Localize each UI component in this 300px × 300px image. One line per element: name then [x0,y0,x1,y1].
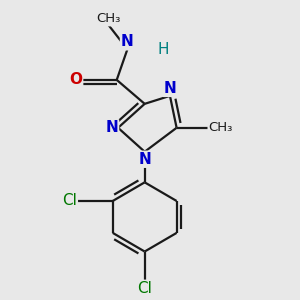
Text: N: N [138,152,151,167]
Text: CH₃: CH₃ [208,121,233,134]
Text: N: N [164,81,176,96]
Text: H: H [158,42,169,57]
Text: H: H [158,42,169,57]
Text: N: N [121,34,134,49]
Text: O: O [69,72,82,87]
Text: CH₃: CH₃ [97,12,121,25]
Text: N: N [105,120,118,135]
Text: Cl: Cl [62,194,77,208]
Text: Cl: Cl [137,281,152,296]
